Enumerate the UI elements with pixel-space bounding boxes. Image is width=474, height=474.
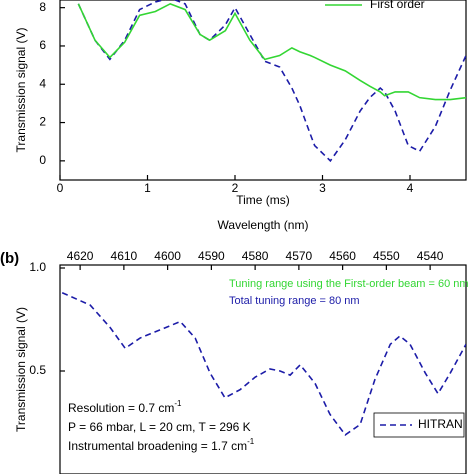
x-tick-label: 4550: [373, 249, 400, 263]
annotation-text: P = 66 mbar, L = 20 cm, T = 296 K: [68, 420, 251, 434]
y-axis-label: Transmission signal (V): [14, 307, 28, 432]
y-tick-label: 4: [39, 76, 46, 90]
x-tick-label: 4560: [329, 249, 356, 263]
annotation: Resolution = 0.7 cm-1: [68, 399, 182, 415]
x-tick-label: 4600: [154, 249, 181, 263]
annotation-sup: -1: [247, 437, 255, 446]
x-tick-label: 4610: [111, 249, 138, 263]
y-tick-label: 8: [39, 0, 46, 14]
data-line: [77, 0, 466, 163]
legend-label: HITRAN: [418, 417, 463, 431]
data-line: [77, 2, 466, 101]
panel-label: (b): [0, 250, 19, 267]
x-tick-label: 4540: [417, 249, 444, 263]
plot-area: [77, 0, 466, 163]
plot-area: [61, 291, 466, 436]
y-axis-label: Transmission signal (V): [14, 28, 28, 153]
x-tick-label: 1: [144, 181, 151, 195]
annotation: Tuning range using the First-order beam …: [229, 278, 469, 290]
annotation-sup: -1: [174, 399, 182, 408]
annotation: Total tuning range = 80 nm: [229, 295, 360, 307]
y-tick-label: 6: [39, 38, 46, 52]
x-tick-label: 2: [232, 181, 239, 195]
annotation-text: Resolution = 0.7 cm: [68, 401, 174, 415]
x-tick-label: 4570: [286, 249, 313, 263]
x-tick-label: 3: [319, 181, 326, 195]
x-tick-label: 0: [57, 181, 64, 195]
annotation-text: Instrumental broadening = 1.7 cm: [68, 439, 247, 453]
legend-box: [373, 412, 465, 438]
x-axis-label: Wavelength (nm): [218, 218, 309, 232]
y-tick-label: 1.0: [29, 260, 46, 274]
y-tick-label: 2: [39, 115, 46, 129]
y-tick-label: 0.5: [29, 363, 46, 377]
x-tick-label: 4620: [67, 249, 94, 263]
plot-frame: [59, 0, 467, 181]
y-tick-label: 0: [39, 153, 46, 167]
x-tick-label: 4580: [242, 249, 269, 263]
x-tick-label: 4590: [198, 249, 225, 263]
x-tick-label: 4: [407, 181, 414, 195]
annotation-text: Total tuning range = 80 nm: [229, 295, 360, 307]
annotation: P = 66 mbar, L = 20 cm, T = 296 K: [68, 420, 251, 434]
plot-frame: [59, 264, 467, 474]
data-line: [61, 291, 466, 436]
annotation: Instrumental broadening = 1.7 cm-1: [68, 437, 255, 453]
x-axis-label: Time (ms): [236, 193, 290, 207]
legend-label: First order: [370, 0, 425, 11]
annotation-text: Tuning range using the First-order beam …: [229, 278, 469, 290]
